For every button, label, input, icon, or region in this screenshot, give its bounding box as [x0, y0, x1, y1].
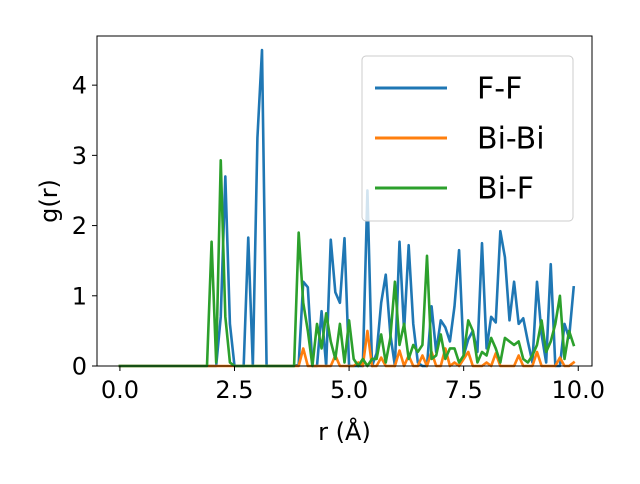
- y-tick-label: 3: [72, 142, 87, 170]
- x-tick-label: 10.0: [552, 376, 605, 404]
- legend-label-bi-f: Bi-F: [477, 172, 534, 207]
- x-axis-label: r (Å): [318, 417, 371, 446]
- ticks-layer: 0.0 2.5 5.0 7.5 10.0 0 1 2 3 4: [72, 72, 605, 404]
- x-tick-label: 0.0: [101, 376, 139, 404]
- plot-frame: [96, 35, 593, 367]
- legend: F-F Bi-Bi Bi-F: [361, 55, 574, 222]
- legend-label-f-f: F-F: [477, 72, 522, 107]
- y-tick-label: 4: [72, 72, 87, 100]
- y-tick-label: 2: [72, 212, 87, 240]
- y-tick-label: 0: [72, 353, 87, 381]
- legend-label-bi-bi: Bi-Bi: [477, 122, 545, 157]
- y-tick-label: 1: [72, 282, 87, 310]
- y-axis-label: g(r): [35, 179, 63, 223]
- x-tick-label: 7.5: [445, 376, 483, 404]
- legend-entries: F-F Bi-Bi Bi-F: [375, 72, 545, 207]
- legend-box: [361, 55, 574, 222]
- x-tick-label: 2.5: [215, 376, 253, 404]
- x-tick-label: 5.0: [330, 376, 368, 404]
